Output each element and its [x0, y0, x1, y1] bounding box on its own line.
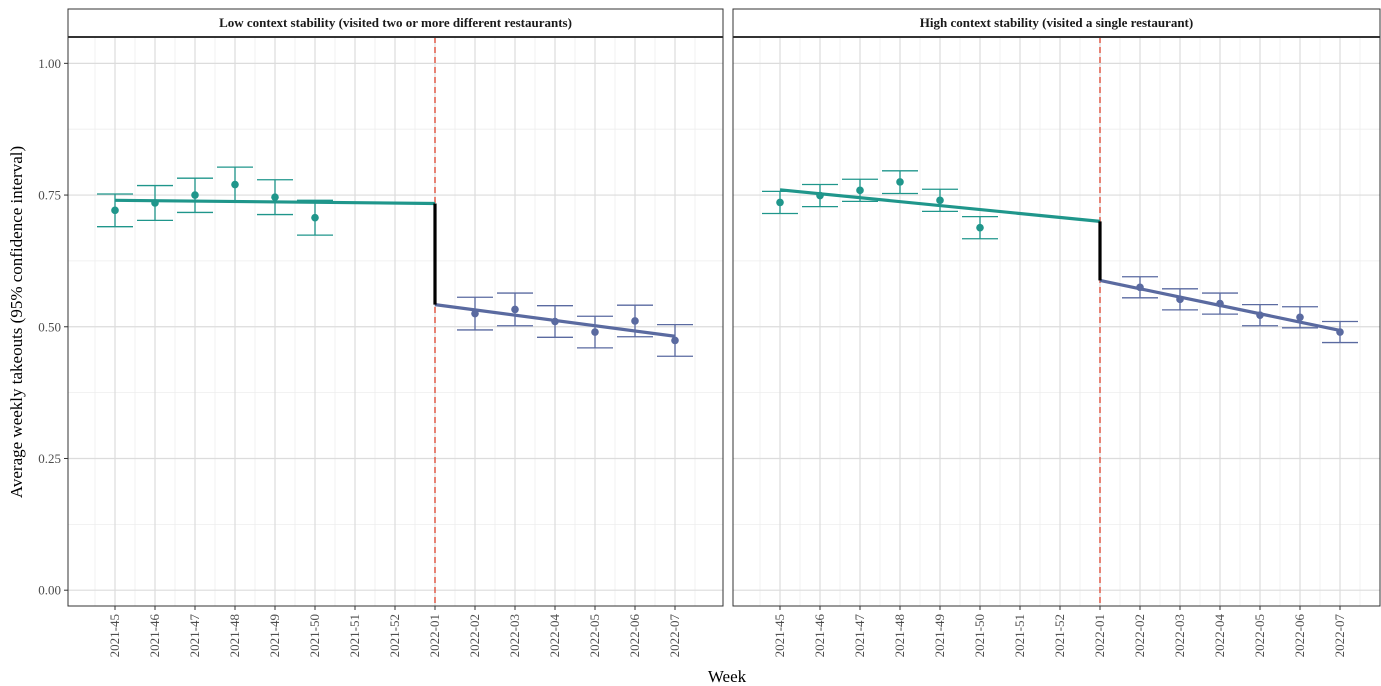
y-tick-label: 0.50 — [38, 319, 61, 334]
x-tick-label: 2021-52 — [387, 614, 402, 657]
facet-strip — [67, 8, 724, 38]
data-point — [231, 180, 239, 189]
data-point — [1296, 313, 1304, 322]
data-point — [311, 213, 319, 222]
x-tick-label: 2022-04 — [1212, 614, 1227, 658]
x-tick-label: 2021-52 — [1052, 614, 1067, 657]
data-point — [551, 317, 559, 326]
panel-1: Low context stability (visited two or mo… — [67, 8, 724, 658]
x-axis-title: Week — [708, 667, 747, 686]
data-point — [191, 191, 199, 199]
x-tick-label: 2022-02 — [1132, 614, 1147, 657]
x-tick-label: 2022-06 — [1292, 614, 1307, 658]
panel-background — [733, 37, 1380, 606]
x-tick-label: 2021-48 — [892, 614, 907, 657]
panel-2: High context stability (visited a single… — [732, 8, 1381, 658]
x-tick-label: 2021-45 — [107, 614, 122, 657]
data-point — [896, 178, 904, 186]
data-point — [1216, 299, 1224, 308]
data-point — [1136, 283, 1144, 292]
x-tick-label: 2021-45 — [772, 614, 787, 657]
y-tick-label: 0.25 — [38, 451, 61, 466]
x-tick-label: 2021-49 — [932, 614, 947, 657]
x-tick-label: 2021-50 — [972, 614, 987, 657]
data-point — [511, 305, 519, 314]
x-tick-label: 2022-05 — [587, 614, 602, 657]
x-tick-label: 2021-48 — [227, 614, 242, 657]
data-point — [111, 206, 119, 215]
y-tick-label: 0.75 — [38, 188, 61, 203]
data-point — [591, 328, 599, 336]
data-point — [816, 191, 824, 200]
x-tick-label: 2021-51 — [1012, 614, 1027, 657]
x-tick-label: 2022-04 — [547, 614, 562, 658]
x-tick-label: 2022-01 — [427, 614, 442, 657]
pre-trend-line — [779, 188, 1101, 223]
x-tick-label: 2021-51 — [347, 614, 362, 657]
x-tick-label: 2021-47 — [852, 614, 867, 658]
pre-trend-line — [114, 198, 436, 206]
y-tick-label: 1.00 — [38, 56, 61, 71]
x-tick-label: 2022-03 — [1172, 614, 1187, 657]
x-tick-label: 2022-05 — [1252, 614, 1267, 657]
data-point — [1256, 311, 1264, 319]
data-point — [776, 198, 784, 207]
facet-title: High context stability (visited a single… — [920, 15, 1193, 30]
x-tick-label: 2022-03 — [507, 614, 522, 657]
facet-title: Low context stability (visited two or mo… — [219, 15, 572, 30]
data-point — [151, 199, 159, 207]
x-tick-label: 2021-50 — [307, 614, 322, 657]
x-tick-label: 2022-07 — [1332, 614, 1347, 658]
data-point — [671, 336, 679, 345]
x-tick-label: 2022-07 — [667, 614, 682, 658]
y-axis-title: Average weekly takeouts (95% confidence … — [7, 146, 26, 498]
x-tick-label: 2022-02 — [467, 614, 482, 657]
data-point — [976, 223, 984, 232]
data-point — [271, 193, 279, 201]
x-tick-label: 2022-01 — [1092, 614, 1107, 657]
y-tick-label: 0.00 — [38, 583, 61, 598]
data-point — [1336, 328, 1344, 336]
data-point — [471, 309, 479, 318]
x-tick-label: 2021-49 — [267, 614, 282, 657]
x-tick-label: 2021-46 — [812, 614, 827, 658]
x-tick-label: 2021-46 — [147, 614, 162, 658]
data-point — [936, 196, 944, 205]
data-point — [856, 186, 864, 195]
x-tick-label: 2022-06 — [627, 614, 642, 658]
data-point — [631, 317, 639, 325]
x-tick-label: 2021-47 — [187, 614, 202, 658]
data-point — [1176, 295, 1184, 304]
